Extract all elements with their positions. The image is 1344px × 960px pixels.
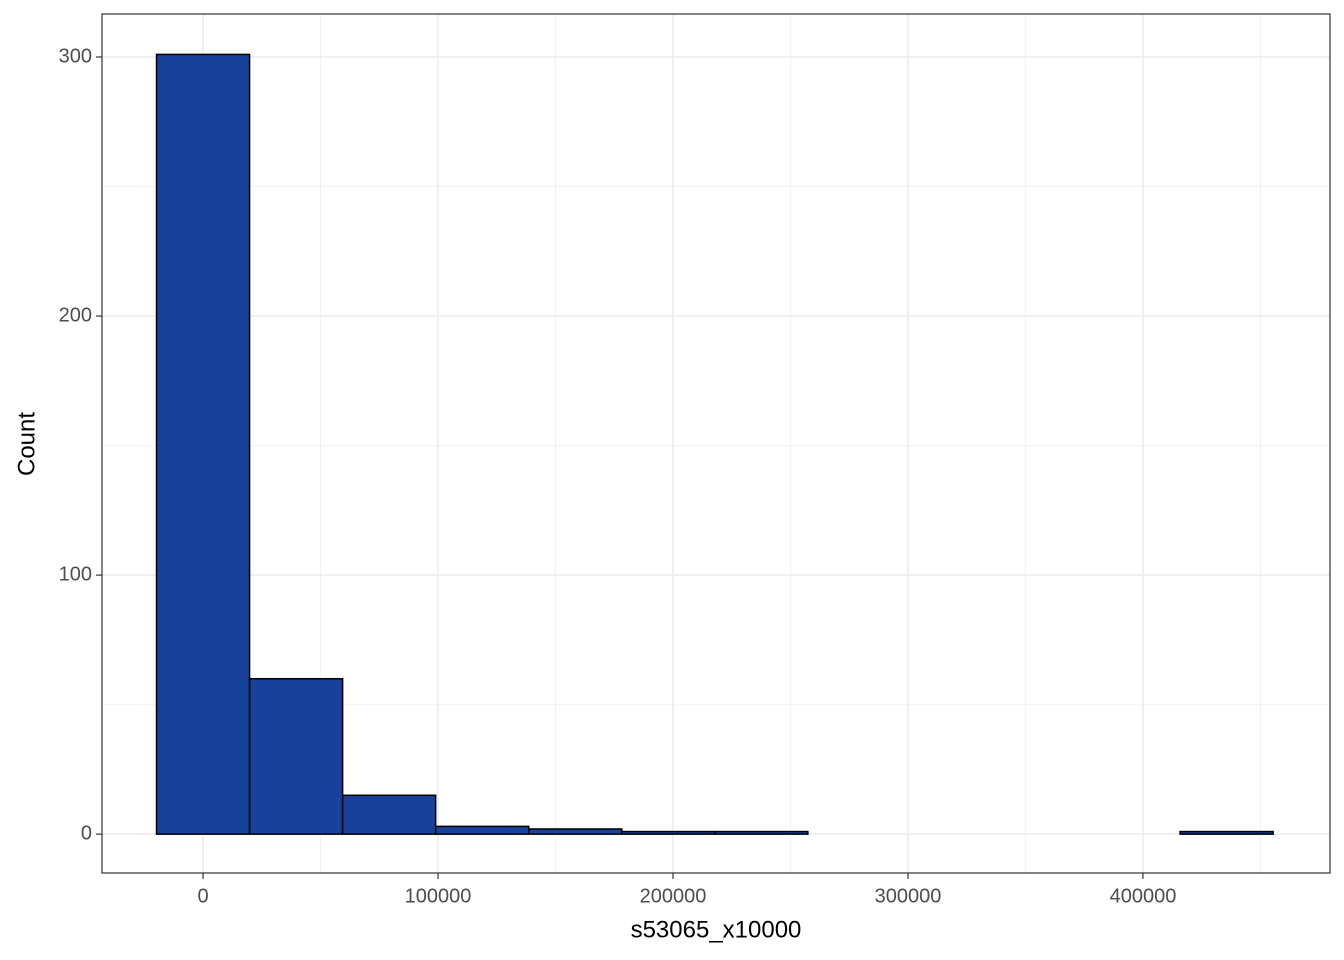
x-tick-label: 0 xyxy=(197,885,208,907)
y-tick-label: 100 xyxy=(59,563,92,585)
x-tick-label: 100000 xyxy=(405,885,472,907)
bar xyxy=(714,830,809,835)
x-axis-title: s53065_x10000 xyxy=(631,916,802,943)
y-tick-label: 300 xyxy=(59,45,92,67)
bar xyxy=(1179,830,1274,835)
bar xyxy=(155,53,251,835)
y-axis-title: Count xyxy=(13,412,40,476)
y-tick-label: 0 xyxy=(81,822,92,844)
bar xyxy=(341,794,437,835)
bar xyxy=(248,677,344,835)
x-tick-label: 200000 xyxy=(640,885,707,907)
bar xyxy=(527,828,623,835)
x-tick-label: 400000 xyxy=(1110,885,1177,907)
x-tick-label: 300000 xyxy=(875,885,942,907)
bar xyxy=(621,830,716,835)
y-tick-label: 200 xyxy=(59,304,92,326)
panel-border xyxy=(101,13,1331,874)
bar xyxy=(434,825,530,835)
